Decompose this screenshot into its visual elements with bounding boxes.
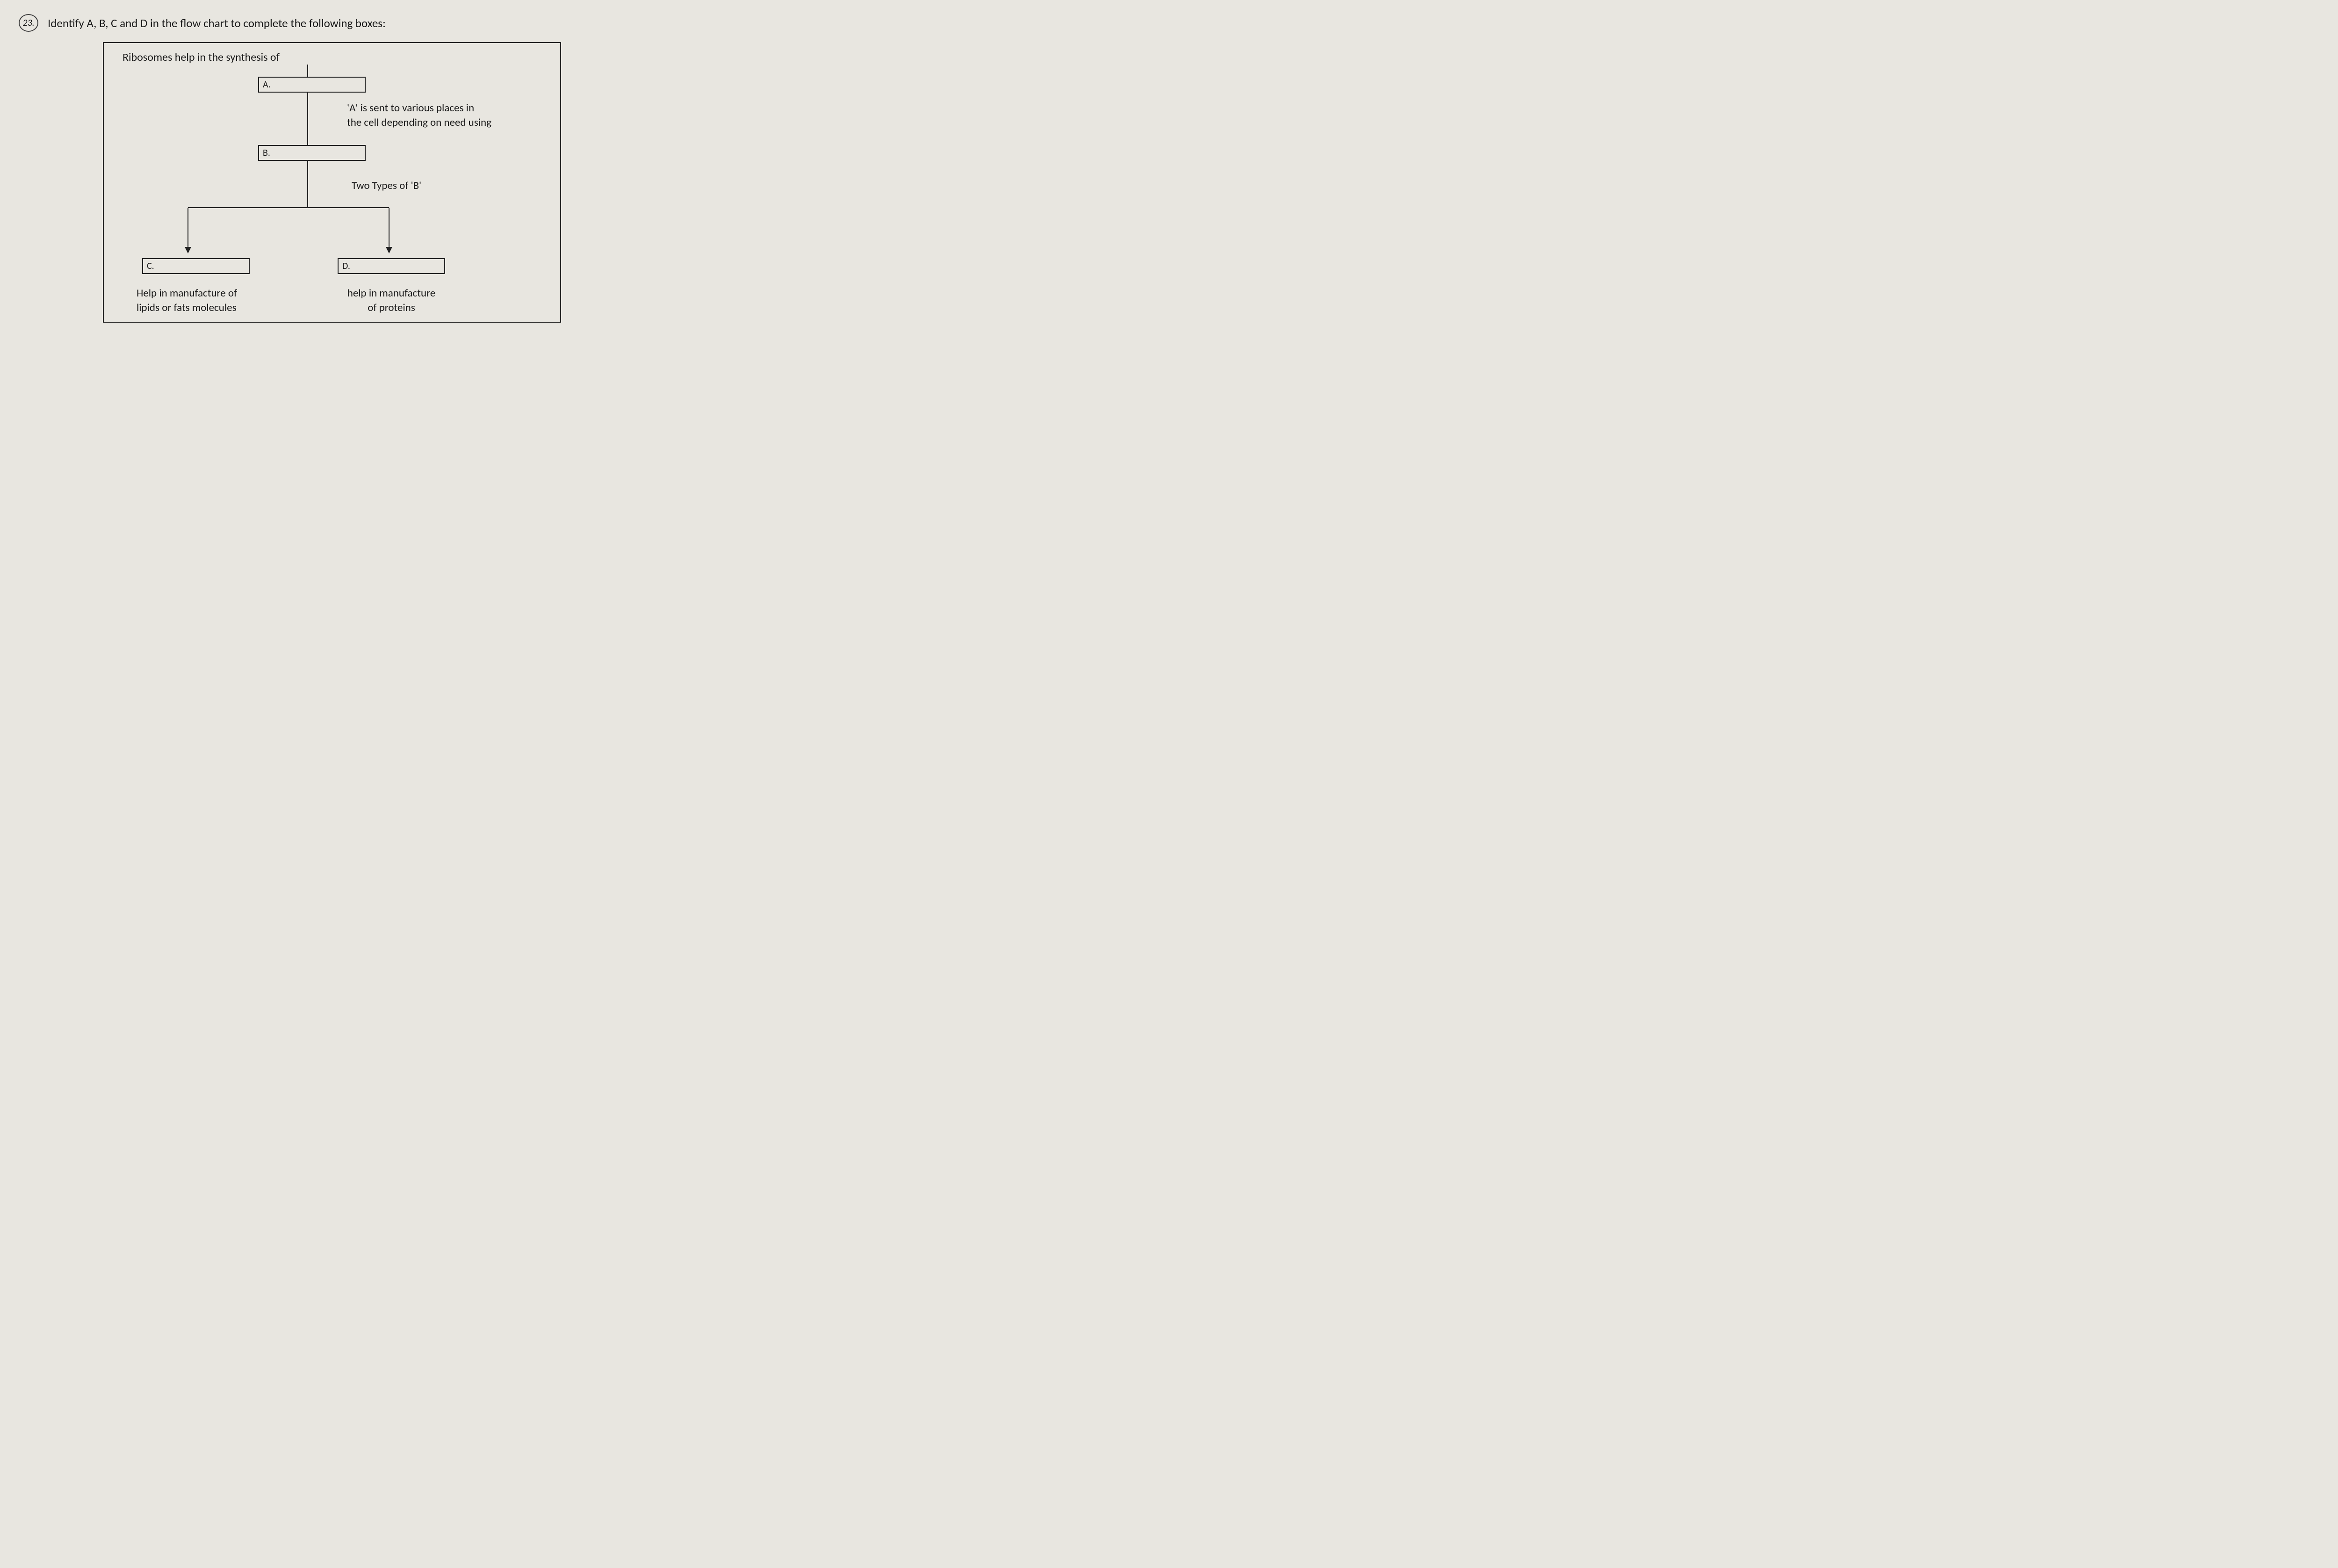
bottom-c-line1: Help in manufacture of — [137, 287, 237, 300]
flowchart-side-text-b: Two Types of 'B' — [352, 179, 421, 193]
bottom-d-line1: help in manufacture — [347, 287, 435, 300]
flowchart-top-text: Ribosomes help in the synthesis of — [123, 51, 551, 64]
question-text: Identify A, B, C and D in the flow chart… — [48, 14, 386, 30]
flowchart-bottom-text-d: help in manufacture of proteins — [338, 286, 445, 315]
side-text-a-line2: the cell depending on need using — [347, 116, 491, 129]
flowchart-box-c: C. — [142, 258, 250, 274]
question-number: 23. — [19, 14, 38, 32]
flowchart-box-d: D. — [338, 258, 445, 274]
bottom-c-line2: lipids or fats molecules — [137, 301, 237, 314]
flowchart-box-a: A. — [258, 77, 366, 93]
flowchart-side-text-a: 'A' is sent to various places in the cel… — [347, 101, 491, 130]
flowchart-box-b: B. — [258, 145, 366, 161]
side-text-a-line1: 'A' is sent to various places in — [347, 101, 474, 115]
flowchart-bottom-text-c: Help in manufacture of lipids or fats mo… — [137, 286, 237, 315]
flowchart-container: Ribosomes help in the synthesis of A. 'A… — [103, 42, 561, 323]
bottom-d-line2: of proteins — [368, 301, 415, 314]
question-header: 23. Identify A, B, C and D in the flow c… — [19, 14, 2319, 32]
